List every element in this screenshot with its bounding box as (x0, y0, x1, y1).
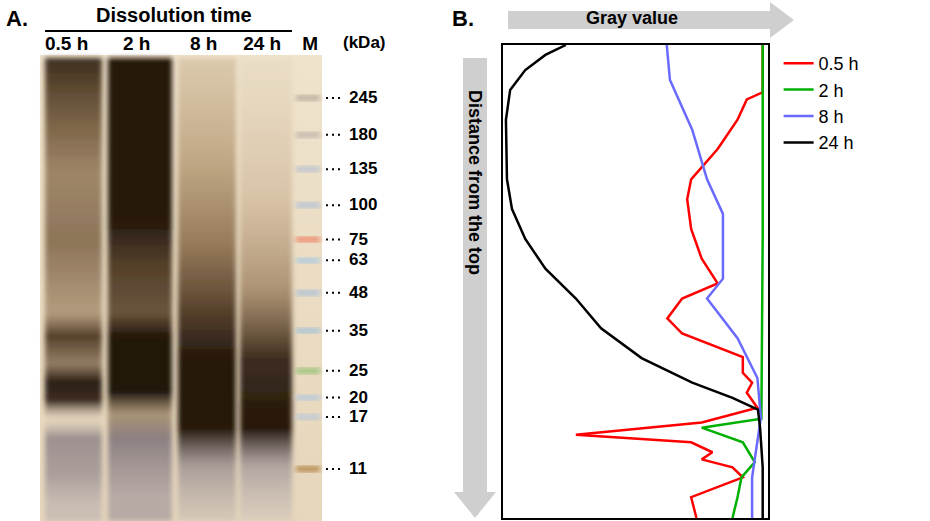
html-text:A.: A. (6, 6, 28, 31)
svg-text:2 h: 2 h (819, 81, 844, 101)
svg-text:24 h: 24 h (819, 133, 854, 153)
html-text:M: M (302, 33, 319, 54)
html-text:25: 25 (349, 360, 368, 380)
html-text:11: 11 (349, 459, 367, 478)
html-text:8 h: 8 h (189, 33, 218, 54)
html-text:2 h: 2 h (122, 33, 151, 54)
html-text:180: 180 (349, 124, 378, 144)
svg-text:8 h: 8 h (819, 107, 844, 127)
html-text:135: 135 (349, 159, 378, 179)
html-text:75: 75 (349, 229, 368, 249)
svg-text:0.5 h: 0.5 h (819, 54, 859, 74)
html-text:48: 48 (349, 282, 368, 302)
html-text:B.: B. (452, 6, 474, 31)
html-text:20: 20 (349, 387, 368, 407)
html-text:Gray value: Gray value (586, 8, 679, 28)
html-text:17: 17 (349, 407, 368, 426)
html-text:24 h: 24 h (243, 33, 282, 54)
html-text:(kDa): (kDa) (343, 33, 386, 52)
html-text:245: 245 (349, 88, 378, 107)
html-text:0.5 h: 0.5 h (45, 33, 89, 54)
html-text:100: 100 (349, 195, 378, 215)
html-text:63: 63 (349, 250, 368, 270)
html-text:Dissolution time: Dissolution time (96, 4, 252, 26)
html-text:35: 35 (349, 320, 368, 340)
html-text:Distance from the top: Distance from the top (465, 90, 485, 275)
